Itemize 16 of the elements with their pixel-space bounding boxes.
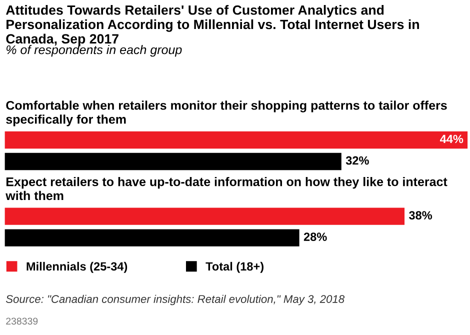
bar <box>4 229 300 246</box>
legend-label: Millennials (25-34) <box>26 262 128 273</box>
legend-label: Total (18+) <box>206 262 264 273</box>
data-label: 38% <box>409 211 432 220</box>
data-label: 28% <box>304 232 327 241</box>
chart-subtitle: % of respondents in each group <box>6 45 182 57</box>
chart-title: Attitudes Towards Retailers' Use of Customer Analytics and Personalization According to Millennial vs. Total Internet Users in Canada, Sep 2017 <box>6 5 419 46</box>
data-label: 32% <box>346 156 369 165</box>
y-tick-label: Comfortable when retailers monitor their shopping patterns to tailor offers specifically for them <box>6 100 447 126</box>
bar <box>4 208 405 225</box>
y-tick-label: Expect retailers to have up-to-date information on how they like to interact with them <box>6 177 448 200</box>
bar <box>4 152 342 170</box>
data-label: 44% <box>440 134 464 144</box>
text: 238339 <box>6 318 38 325</box>
source-note: Source: "Canadian consumer insights: Retail evolution," May 3, 2018 <box>6 294 345 306</box>
bar <box>4 131 468 149</box>
